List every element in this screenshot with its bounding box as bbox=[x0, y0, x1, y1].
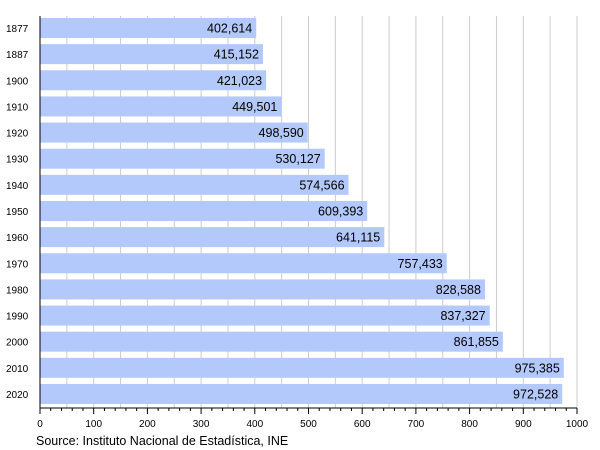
category-label: 1950 bbox=[6, 207, 29, 218]
category-label: 1970 bbox=[6, 259, 29, 270]
category-label: 1980 bbox=[6, 285, 29, 296]
category-label: 1930 bbox=[6, 155, 29, 166]
bar-1980 bbox=[40, 279, 485, 300]
bar-1920 bbox=[40, 122, 308, 143]
value-label: 530,127 bbox=[275, 152, 320, 166]
category-label: 1940 bbox=[6, 181, 29, 192]
category-label: 2010 bbox=[6, 364, 29, 375]
value-label: 498,590 bbox=[259, 126, 304, 140]
x-tick-label: 700 bbox=[408, 419, 425, 430]
category-label: 2000 bbox=[6, 338, 29, 349]
x-tick-label: 100 bbox=[85, 419, 102, 430]
x-tick-label: 0 bbox=[37, 419, 43, 430]
bar-1887 bbox=[40, 44, 263, 65]
value-label: 757,433 bbox=[398, 257, 443, 271]
value-label: 402,614 bbox=[207, 22, 252, 36]
bar-2020 bbox=[40, 383, 563, 404]
value-label: 861,855 bbox=[454, 335, 499, 349]
category-label: 2020 bbox=[6, 390, 29, 401]
x-tick-label: 400 bbox=[246, 419, 263, 430]
x-tick-label: 500 bbox=[300, 419, 317, 430]
value-label: 972,528 bbox=[513, 387, 558, 401]
x-tick-label: 800 bbox=[461, 419, 478, 430]
bar-2000 bbox=[40, 331, 503, 352]
bar-1950 bbox=[40, 200, 368, 221]
bar-1930 bbox=[40, 148, 325, 169]
value-label: 449,501 bbox=[232, 100, 277, 114]
bar-1877 bbox=[40, 18, 257, 38]
value-label: 641,115 bbox=[336, 231, 380, 245]
x-tick-label: 900 bbox=[515, 419, 532, 430]
value-label: 609,393 bbox=[318, 204, 363, 218]
x-tick-label: 200 bbox=[139, 419, 156, 430]
category-label: 1910 bbox=[6, 102, 29, 113]
value-label: 828,588 bbox=[436, 283, 481, 297]
category-label: 1887 bbox=[6, 50, 29, 61]
value-label: 421,023 bbox=[217, 74, 262, 88]
value-label: 975,385 bbox=[515, 361, 560, 375]
category-label: 1920 bbox=[6, 129, 29, 140]
category-label: 1877 bbox=[6, 24, 29, 35]
x-axis: 0 100 200 300 400 500 600 700 800 900 1000 bbox=[37, 16, 589, 430]
bar-1960 bbox=[40, 227, 385, 248]
bar-1910 bbox=[40, 96, 282, 117]
source-note: Source: Instituto Nacional de Estadístic… bbox=[36, 434, 288, 448]
category-label: 1990 bbox=[6, 312, 29, 323]
x-tick-label: 300 bbox=[193, 419, 210, 430]
category-label: 1960 bbox=[6, 233, 29, 244]
category-label: 1900 bbox=[6, 76, 29, 87]
x-tick-label: 600 bbox=[354, 419, 371, 430]
value-label: 415,152 bbox=[214, 48, 259, 62]
bar-1990 bbox=[40, 305, 490, 326]
value-label: 574,566 bbox=[299, 178, 344, 192]
x-tick-label: 1000 bbox=[566, 419, 589, 430]
bar-2010 bbox=[40, 357, 564, 378]
bars: 402,614 1877 415,152 1887 421,023 1900 449,501… bbox=[6, 18, 564, 404]
bar-1940 bbox=[40, 174, 349, 195]
bar-1970 bbox=[40, 253, 447, 274]
value-label: 837,327 bbox=[440, 309, 485, 323]
bar-1900 bbox=[40, 70, 267, 91]
